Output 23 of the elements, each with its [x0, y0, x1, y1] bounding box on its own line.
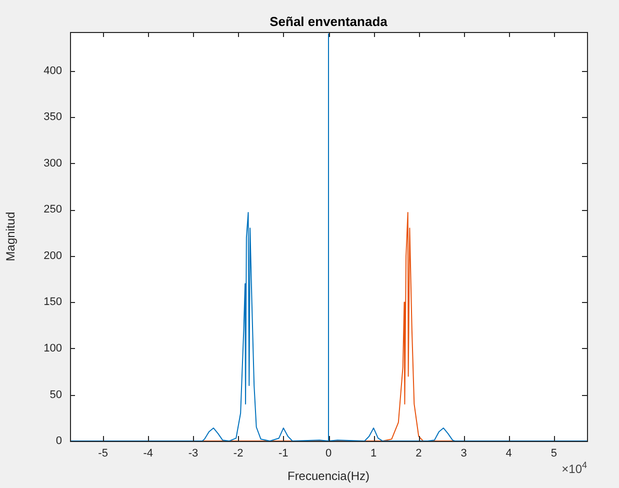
x-tick-label: -5 — [98, 448, 108, 460]
x-tick-label: 5 — [550, 448, 558, 460]
x-axis-title: Frecuencia(Hz) — [287, 469, 370, 484]
y-tick-label: 300 — [44, 157, 62, 170]
chart-title: Señal enventanada — [270, 14, 388, 29]
y-tick-label: 200 — [44, 250, 62, 262]
x-tick-label: -3 — [188, 448, 198, 460]
x-tick-label: 2 — [416, 448, 422, 460]
y-tick-label: 0 — [56, 435, 62, 448]
y-tick-label: 150 — [44, 296, 62, 308]
y-tick-label: 50 — [50, 388, 62, 401]
x-tick-label: 1 — [370, 448, 377, 460]
x-tick-label: -4 — [143, 448, 154, 460]
y-tick-label: 100 — [44, 342, 62, 354]
x-tick-label: -1 — [278, 448, 288, 460]
y-tick-label: 400 — [44, 64, 62, 77]
y-tick-label: 350 — [44, 111, 62, 124]
x-tick-label: -2 — [233, 448, 244, 460]
x-tick-label: 3 — [460, 448, 467, 460]
y-tick-label: 250 — [44, 204, 62, 216]
y-axis-title: Magnitud — [4, 212, 18, 262]
x-tick-label: 4 — [506, 448, 512, 460]
x-tick-label: 0 — [325, 448, 332, 460]
